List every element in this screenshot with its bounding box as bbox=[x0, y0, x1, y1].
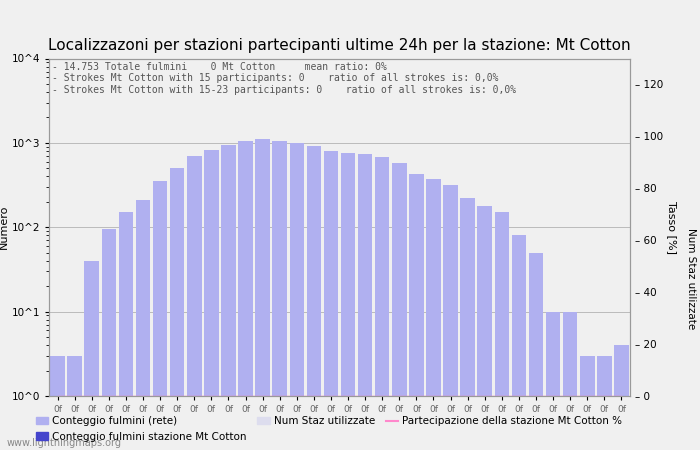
Bar bbox=[170, 168, 184, 450]
Bar bbox=[307, 145, 321, 450]
Bar bbox=[256, 140, 270, 450]
Bar bbox=[546, 311, 561, 450]
Y-axis label: Tasso [%]: Tasso [%] bbox=[667, 201, 677, 254]
Bar bbox=[238, 141, 253, 450]
Text: Num Staz utilizzate: Num Staz utilizzate bbox=[687, 229, 696, 329]
Bar bbox=[272, 141, 287, 450]
Y-axis label: Numero: Numero bbox=[0, 205, 8, 249]
Bar bbox=[426, 179, 441, 450]
Title: Localizzazoni per stazioni partecipanti ultime 24h per la stazione: Mt Cotton: Localizzazoni per stazioni partecipanti … bbox=[48, 38, 631, 53]
Bar bbox=[358, 154, 372, 450]
Bar bbox=[290, 143, 304, 450]
Text: - 14.753 Totale fulmini    0 Mt Cotton     mean ratio: 0%
- Strokes Mt Cotton wi: - 14.753 Totale fulmini 0 Mt Cotton mean… bbox=[52, 62, 516, 95]
Bar bbox=[341, 153, 356, 450]
Bar bbox=[614, 345, 629, 450]
Bar bbox=[204, 150, 218, 450]
Bar bbox=[409, 174, 423, 450]
Bar bbox=[512, 235, 526, 450]
Bar bbox=[563, 311, 578, 450]
Bar bbox=[495, 212, 509, 450]
Bar bbox=[187, 156, 202, 450]
Bar bbox=[580, 356, 594, 450]
Bar bbox=[153, 181, 167, 450]
Bar bbox=[118, 212, 133, 450]
Bar bbox=[443, 184, 458, 450]
Bar bbox=[67, 356, 82, 450]
Bar bbox=[375, 157, 389, 450]
Bar bbox=[528, 252, 543, 450]
Bar bbox=[50, 356, 65, 450]
Bar bbox=[461, 198, 475, 450]
Bar bbox=[477, 206, 492, 450]
Bar bbox=[136, 200, 150, 450]
Bar bbox=[323, 151, 338, 450]
Bar bbox=[221, 145, 236, 450]
Legend: Conteggio fulmini (rete), Conteggio fulmini stazione Mt Cotton, Num Staz utilizz: Conteggio fulmini (rete), Conteggio fulm… bbox=[33, 414, 625, 445]
Bar bbox=[597, 356, 612, 450]
Bar bbox=[102, 229, 116, 450]
Text: www.lightningmaps.org: www.lightningmaps.org bbox=[7, 438, 122, 448]
Bar bbox=[392, 163, 407, 450]
Bar bbox=[85, 261, 99, 450]
